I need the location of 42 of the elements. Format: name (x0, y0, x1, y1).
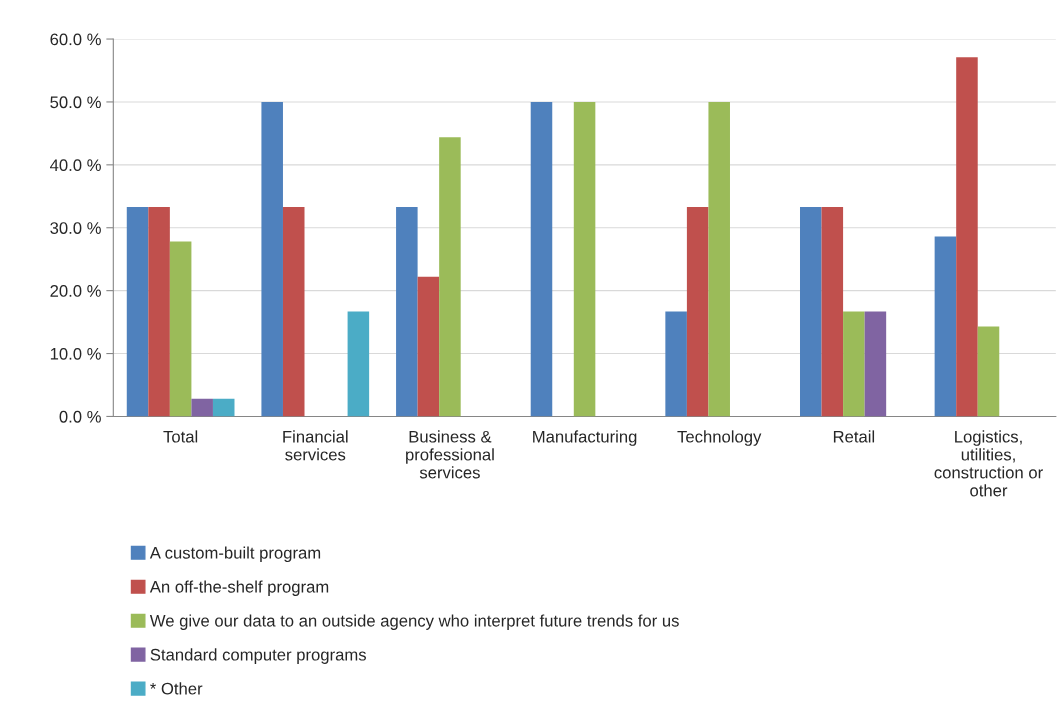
bar (126, 206, 149, 417)
x-tick-label: Technology (677, 430, 762, 446)
y-tick-label: 0.0 % (59, 410, 101, 423)
legend-label: We give our data to an outside agency who interpret future trends for us (149, 614, 679, 630)
bar (977, 326, 1000, 417)
bar (665, 311, 687, 417)
y-tick-label: 40.0 % (50, 159, 101, 172)
legend-label: * Other (150, 682, 203, 695)
bar (282, 206, 305, 417)
bar (530, 101, 553, 417)
bar (191, 398, 213, 417)
bar (821, 206, 844, 417)
bar (347, 311, 370, 417)
y-tick-label: 60.0 % (50, 33, 101, 46)
bar (396, 206, 418, 417)
y-tick-label: 10.0 % (50, 347, 101, 360)
bar (573, 101, 596, 417)
x-tick-label: Manufacturing (533, 430, 637, 446)
bar (212, 398, 235, 417)
x-tick-label: Total (163, 430, 198, 443)
bar (261, 101, 283, 417)
bar (956, 57, 978, 417)
y-tick-label: 50.0 % (50, 96, 101, 109)
x-tick-label: Retail (833, 430, 875, 443)
bar (864, 311, 887, 417)
bar (843, 311, 865, 417)
bar (934, 236, 957, 417)
y-tick-label: 30.0 % (50, 222, 101, 234)
y-tick-label: 20.0 % (50, 285, 101, 297)
bar (800, 206, 822, 417)
bar (417, 276, 440, 417)
bar (148, 206, 170, 417)
bar (686, 206, 709, 417)
bar (439, 137, 461, 417)
legend-label: Standard computer programs (150, 648, 366, 664)
legend-label: An off-the-shelf program (149, 580, 329, 596)
x-tick-label: Financial services (283, 430, 348, 461)
x-tick-label: Business & professional services (406, 430, 494, 479)
legend-label: A custom-built program (149, 546, 321, 563)
bar (169, 241, 192, 417)
bar (708, 101, 730, 417)
x-tick-label: Logistics, utilities, construction or other (934, 430, 1043, 497)
